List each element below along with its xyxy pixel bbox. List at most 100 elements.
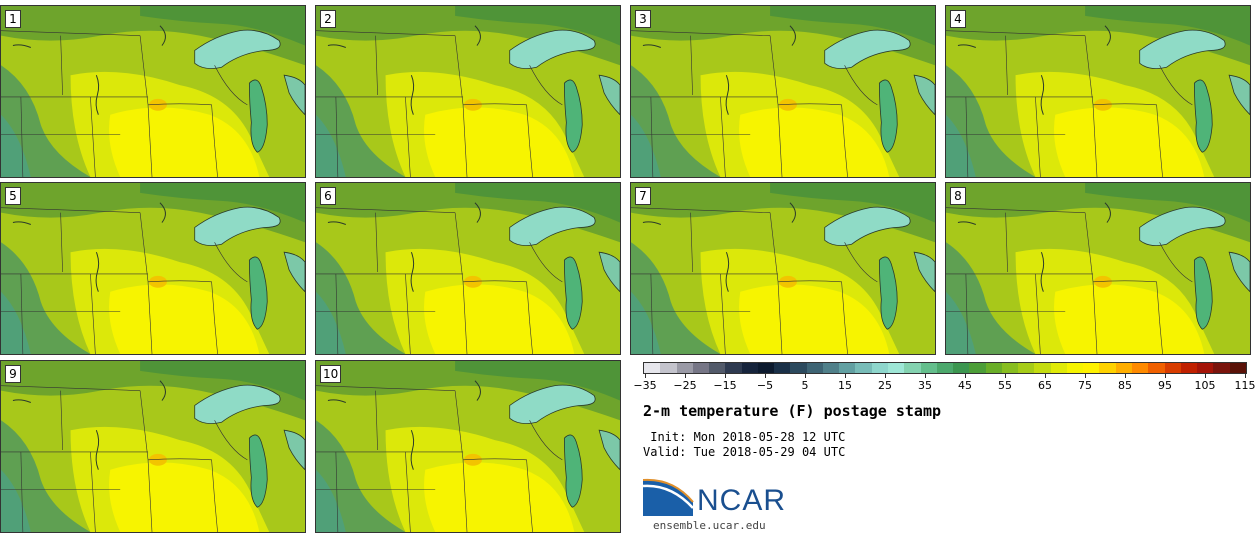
colorbar-tick-label: 35 [918,379,932,392]
colorbar-segment [757,363,775,373]
colorbar-segment [1115,363,1132,373]
colorbar-tick [1245,374,1246,378]
colorbar-segment [1148,363,1165,373]
temperature-map [631,183,935,354]
member-label: 3 [635,10,651,28]
temperature-map [1,6,305,177]
temperature-map [316,6,620,177]
colorbar-tick [765,374,766,378]
colorbar-segment [1213,363,1230,373]
member-label: 2 [320,10,336,28]
temperature-map [1,361,305,532]
temperature-map [1,183,305,354]
colorbar-ticks: −35 −25 −15 −5 5 15 25 35 45 55 65 75 85 95 105 115 [633,374,1256,394]
colorbar-segment [1131,363,1149,373]
temperature-map [631,6,935,177]
colorbar-segment [644,363,661,373]
map-title: 2-m temperature (F) postage stamp [643,402,942,420]
colorbar-segment [741,363,758,373]
colorbar-segment [790,363,807,373]
colorbar-tick [805,374,806,378]
colorbar-tick [1085,374,1086,378]
website-url: ensemble.ucar.edu [653,519,766,532]
colorbar-tick [645,374,646,378]
colorbar-segment [969,363,986,373]
member-label: 1 [5,10,21,28]
colorbar-tick [925,374,926,378]
member-label: 8 [950,187,966,205]
temperature-map [316,183,620,354]
colorbar-tick-label: 55 [998,379,1012,392]
colorbar-segment [904,363,921,373]
map-panel-7: 7 [630,182,936,355]
colorbar-tick [1205,374,1206,378]
colorbar-segment [709,363,726,373]
colorbar-segment [774,363,791,373]
colorbar-tick-label: −15 [713,379,737,392]
colorbar-tick-label: 45 [958,379,972,392]
colorbar-tick-label: −35 [633,379,657,392]
ncar-logo-text: NCAR [697,484,787,517]
member-label: 10 [320,365,342,383]
map-panel-10: 10 [315,360,621,533]
colorbar-tick [685,374,686,378]
map-panel-4: 4 [945,5,1251,178]
temperature-map [316,361,620,532]
colorbar-segment [936,363,954,373]
colorbar-tick-label: 85 [1118,379,1132,392]
colorbar-segment [692,363,710,373]
member-label: 4 [950,10,966,28]
map-panel-5: 5 [0,182,306,355]
colorbar-segment [1018,363,1035,373]
map-panel-3: 3 [630,5,936,178]
colorbar-segment [676,363,693,373]
colorbar-tick [725,374,726,378]
colorbar-tick-label: −5 [756,379,774,392]
member-label: 5 [5,187,21,205]
valid-time: Valid: Tue 2018-05-29 04 UTC [643,445,846,459]
colorbar-tick-label: −25 [673,379,697,392]
colorbar-tick-label: 115 [1234,379,1256,392]
map-panel-6: 6 [315,182,621,355]
colorbar-tick [1165,374,1166,378]
colorbar-tick-label: 65 [1038,379,1052,392]
colorbar-segment [839,363,856,373]
colorbar-segment [1099,363,1116,373]
init-time: Init: Mon 2018-05-28 12 UTC [643,430,846,444]
colorbar-tick-label: 15 [838,379,852,392]
colorbar-tick [1045,374,1046,378]
colorbar-segment [822,363,840,373]
member-label: 9 [5,365,21,383]
colorbar-segment [725,363,742,373]
member-label: 7 [635,187,651,205]
colorbar-segment [806,363,823,373]
colorbar-tick-label: 75 [1078,379,1092,392]
map-panel-2: 2 [315,5,621,178]
colorbar-tick [1125,374,1126,378]
map-panel-1: 1 [0,5,306,178]
map-panel-9: 9 [0,360,306,533]
colorbar-tick [965,374,966,378]
colorbar-segment [887,363,905,373]
map-panel-8: 8 [945,182,1251,355]
colorbar-segment [855,363,872,373]
colorbar-tick [1005,374,1006,378]
colorbar-segment [1050,363,1067,373]
colorbar-segment [1083,363,1100,373]
colorbar-tick-label: 105 [1194,379,1216,392]
colorbar-segment [1229,363,1246,373]
temperature-map [946,6,1250,177]
colorbar-segment [1180,363,1198,373]
ncar-logo [643,478,694,516]
colorbar-segment [871,363,888,373]
colorbar-segment [1164,363,1181,373]
colorbar-tick [885,374,886,378]
colorbar-tick-label: 5 [801,379,809,392]
colorbar-segment [1001,363,1019,373]
colorbar-segment [660,363,677,373]
temperature-colorbar [643,362,1247,374]
colorbar-tick-label: 25 [878,379,892,392]
colorbar-tick-label: 95 [1158,379,1172,392]
colorbar-segment [1034,363,1051,373]
colorbar-segment [920,363,937,373]
